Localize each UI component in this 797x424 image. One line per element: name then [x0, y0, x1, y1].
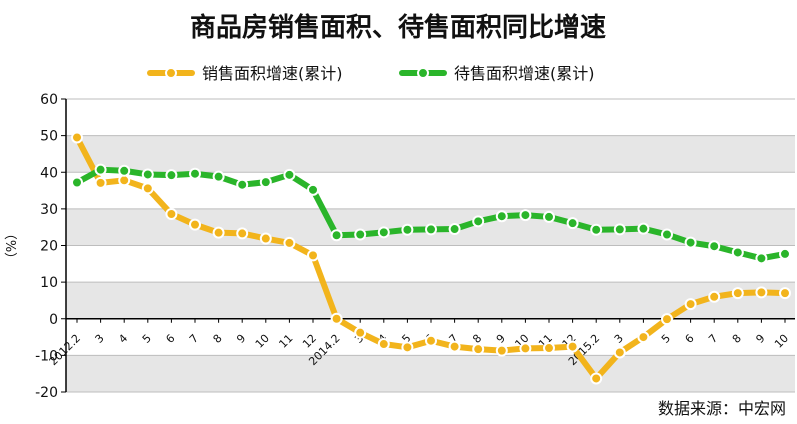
legend-label-sales: 销售面积增速(累计)	[202, 64, 343, 83]
data-point	[495, 210, 508, 223]
source-note: 数据来源：中宏网	[658, 399, 786, 418]
data-point	[354, 228, 367, 241]
data-point	[307, 183, 319, 196]
data-point	[661, 313, 673, 326]
data-point	[307, 249, 319, 262]
y-tick-label: 50	[40, 129, 58, 145]
data-point	[212, 170, 225, 183]
data-point	[236, 178, 249, 191]
data-point	[283, 236, 296, 249]
data-point	[330, 229, 343, 242]
data-point	[519, 342, 532, 355]
data-point	[377, 338, 390, 351]
legend-marker-unsold	[417, 67, 429, 79]
data-point	[543, 210, 555, 223]
y-tick-label: 0	[49, 312, 58, 328]
data-point	[354, 326, 367, 339]
data-point	[543, 342, 555, 355]
data-point	[472, 215, 485, 228]
data-point	[259, 232, 272, 245]
data-point	[684, 298, 697, 311]
data-point	[731, 246, 744, 259]
grid-band	[66, 135, 795, 173]
data-point	[165, 169, 178, 182]
data-point	[212, 226, 225, 239]
data-point	[259, 176, 272, 189]
data-point	[779, 247, 791, 260]
grid-band	[66, 282, 795, 319]
grid-band	[66, 99, 795, 136]
y-tick-label: -10	[35, 348, 58, 364]
data-point	[448, 340, 461, 353]
data-point	[401, 341, 414, 354]
data-point	[613, 346, 626, 359]
data-point	[708, 290, 721, 303]
data-point	[708, 240, 721, 253]
data-point	[71, 131, 83, 144]
chart-title: 商品房销售面积、待售面积同比增速	[190, 12, 606, 43]
legend-marker-sales	[165, 67, 177, 79]
grid-band	[66, 172, 795, 209]
data-point	[283, 168, 296, 181]
data-point	[566, 217, 579, 230]
legend: 销售面积增速(累计) 待售面积增速(累计)	[147, 64, 595, 83]
data-point	[330, 312, 343, 325]
data-point	[519, 209, 532, 222]
data-point	[637, 331, 650, 344]
data-point	[425, 334, 437, 347]
data-point	[377, 226, 390, 239]
data-point	[94, 176, 107, 189]
data-point	[141, 182, 154, 195]
data-point	[71, 176, 83, 189]
grid-band	[66, 245, 795, 283]
data-point	[189, 167, 201, 180]
data-point	[566, 340, 579, 353]
data-point	[472, 343, 485, 356]
data-point	[236, 227, 249, 240]
y-tick-label: 10	[40, 275, 58, 291]
data-point	[590, 223, 603, 236]
data-point	[755, 252, 768, 265]
data-point	[141, 168, 154, 181]
data-point	[661, 228, 673, 241]
data-point	[425, 223, 437, 236]
data-point	[779, 287, 791, 300]
y-tick-label: -20	[35, 385, 58, 401]
data-point	[590, 372, 603, 385]
data-point	[94, 163, 107, 176]
data-point	[189, 218, 201, 231]
data-point	[637, 222, 650, 235]
data-point	[684, 236, 697, 249]
data-point	[118, 164, 131, 177]
grid-band	[66, 355, 795, 392]
data-point	[401, 223, 414, 236]
data-point	[613, 223, 626, 236]
y-tick-label: 20	[40, 239, 58, 255]
data-point	[755, 286, 768, 299]
data-point	[448, 223, 461, 236]
data-point	[118, 174, 131, 187]
legend-label-unsold: 待售面积增速(累计)	[454, 64, 595, 83]
y-axis-label: （%）	[2, 227, 17, 265]
data-point	[495, 344, 508, 357]
y-tick-label: 60	[40, 92, 58, 108]
y-tick-label: 40	[40, 165, 58, 181]
y-tick-label: 30	[40, 202, 58, 218]
data-point	[165, 208, 178, 221]
data-point	[731, 287, 744, 300]
